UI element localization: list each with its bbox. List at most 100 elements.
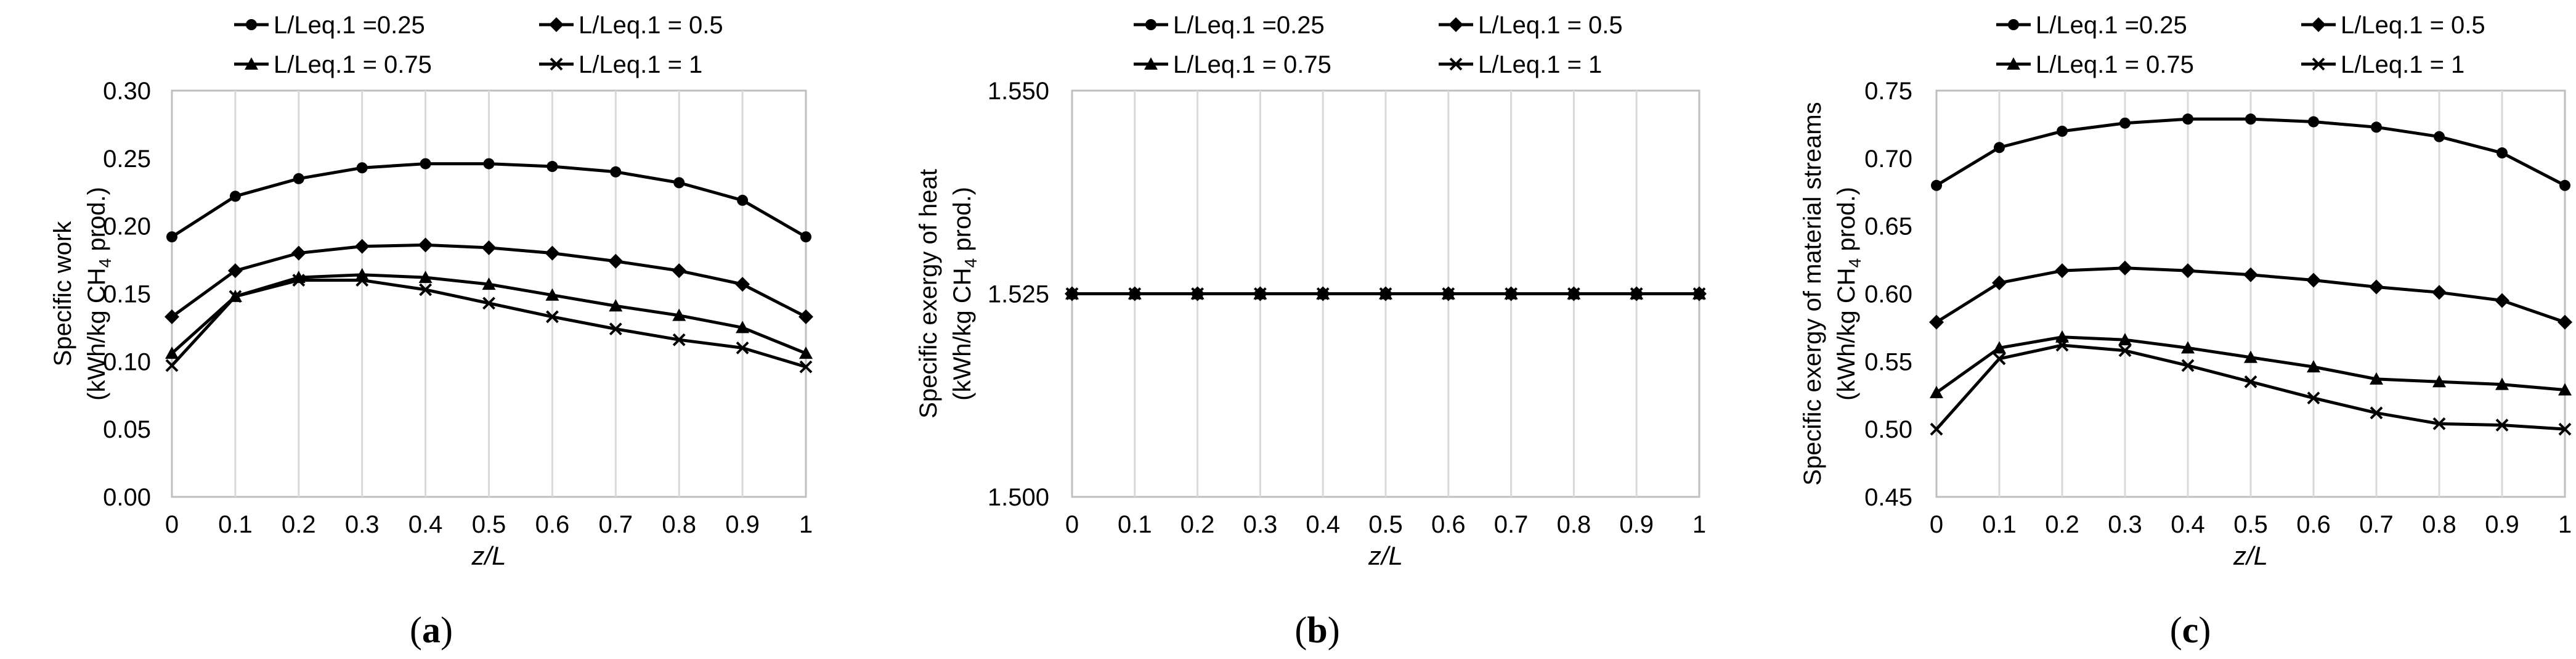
- data-point-x: [609, 322, 622, 336]
- y-axis-title-suffix: prod.): [949, 187, 976, 258]
- x-tick-label: 0.6: [535, 511, 570, 538]
- data-point-x: [2244, 375, 2257, 388]
- y-axis-title: Specific exergy of material streams (kWh/…: [1799, 102, 1864, 485]
- data-point-x: [1442, 287, 1455, 300]
- data-point-diamond: [165, 309, 179, 324]
- y-axis-title-line2: (kWh/kg CH: [1833, 268, 1860, 401]
- x-tick-label: 0.5: [2233, 511, 2268, 538]
- x-axis-title: z/L: [2233, 541, 2268, 570]
- x-tick-label: 0.4: [2171, 511, 2205, 538]
- data-point-triangle: [2244, 350, 2257, 363]
- legend-label: L/Leq.1 = 1: [579, 51, 702, 78]
- data-point-x: [2055, 338, 2069, 352]
- x-tick-label: 0.9: [1619, 511, 1654, 538]
- data-point-circle: [166, 231, 177, 243]
- y-tick-label: 0.10: [103, 348, 151, 375]
- data-point-diamond: [418, 237, 433, 253]
- legend-label: L/Leq.1 = 0.75: [274, 51, 432, 78]
- data-point-circle: [2308, 116, 2319, 128]
- legend-label: L/Leq.1 = 1: [1478, 51, 1602, 78]
- panel-caption: (b): [1294, 610, 1339, 650]
- x-tick-label: 0.9: [725, 511, 760, 538]
- legend-marker: [1145, 19, 1156, 30]
- data-point-circle: [2371, 121, 2382, 133]
- data-point-circle: [229, 190, 241, 202]
- legend-marker: [2312, 57, 2325, 71]
- data-point-diamond: [2369, 279, 2384, 295]
- data-point-diamond: [608, 253, 624, 269]
- data-point-triangle: [2432, 375, 2446, 388]
- data-point-triangle: [2055, 330, 2069, 343]
- data-point-x: [2558, 422, 2572, 436]
- data-point-diamond: [2243, 267, 2258, 282]
- y-axis-title-line1: Specific exergy of heat: [915, 169, 942, 419]
- data-point-triangle: [799, 346, 813, 359]
- y-axis-title: Specific work (kWh/kg CH4 prod.): [49, 187, 115, 401]
- data-point-x: [1630, 287, 1643, 300]
- y-tick-label: 0.75: [1864, 78, 1912, 105]
- data-point-x: [165, 359, 179, 372]
- caption-letter: b: [1307, 610, 1327, 650]
- data-point-x: [1567, 287, 1580, 300]
- legend-marker: [550, 57, 563, 71]
- data-point-circle: [483, 158, 495, 170]
- data-point-diamond: [354, 239, 370, 254]
- data-point-x: [799, 360, 813, 374]
- data-point-diamond: [2558, 314, 2572, 330]
- data-point-triangle: [482, 277, 496, 290]
- x-tick-label: 0.1: [1118, 511, 1152, 538]
- legend-marker: [2007, 57, 2020, 70]
- data-point-triangle: [2307, 360, 2320, 373]
- data-point-triangle: [1930, 385, 1943, 398]
- data-point-triangle: [545, 288, 559, 301]
- x-tick-label: 0.1: [1982, 511, 2017, 538]
- data-point-x: [2118, 344, 2132, 358]
- y-axis-title-subscript: 4: [961, 258, 980, 268]
- x-tick-label: 0: [1930, 511, 1943, 538]
- caption-open-paren: (: [410, 610, 422, 650]
- data-point-x: [419, 283, 433, 297]
- y-axis-title-line2: (kWh/kg CH: [949, 268, 976, 401]
- x-tick-label: 0.2: [282, 511, 316, 538]
- y-tick-label: 0.20: [103, 213, 151, 240]
- legend-marker: [1448, 17, 1463, 32]
- x-tick-label: 0.2: [1180, 511, 1215, 538]
- data-point-diamond: [672, 263, 687, 279]
- data-point-circle: [356, 162, 368, 174]
- y-tick-label: 0.65: [1864, 213, 1912, 240]
- data-point-diamond: [291, 245, 306, 261]
- y-axis-title-line1: Specific exergy of material streams: [1799, 102, 1826, 485]
- data-point-triangle: [2495, 377, 2509, 390]
- panel-caption: (a): [410, 610, 453, 650]
- legend-label: L/Leq.1 =0.25: [2036, 12, 2187, 39]
- legend-label: L/Leq.1 =0.25: [274, 12, 425, 39]
- legend-label: L/Leq.1 = 0.75: [2036, 51, 2194, 78]
- x-tick-label: 0.5: [1368, 511, 1403, 538]
- legend-label: L/Leq.1 =0.25: [1173, 12, 1325, 39]
- legend-marker: [246, 19, 257, 30]
- y-tick-label: 0.50: [1864, 416, 1912, 443]
- x-tick-label: 0.7: [1494, 511, 1529, 538]
- x-tick-label: 0.7: [2359, 511, 2394, 538]
- x-tick-label: 0.8: [1557, 511, 1591, 538]
- data-point-triangle: [609, 299, 623, 312]
- y-axis-title-suffix: prod.): [1833, 187, 1860, 258]
- y-tick-label: 1.550: [988, 78, 1049, 105]
- y-tick-label: 0.45: [1864, 484, 1912, 511]
- x-tick-label: 0.7: [598, 511, 633, 538]
- data-point-x: [1253, 287, 1267, 300]
- data-point-circle: [610, 166, 622, 178]
- data-point-x: [1316, 287, 1330, 300]
- x-tick-label: 0.2: [2045, 511, 2079, 538]
- data-point-diamond: [1929, 314, 1944, 330]
- data-point-circle: [737, 194, 749, 206]
- data-point-triangle: [1993, 341, 2006, 354]
- y-tick-label: 0.70: [1864, 145, 1912, 173]
- x-tick-label: 0: [1065, 511, 1079, 538]
- x-tick-label: 0.8: [662, 511, 696, 538]
- data-point-x: [2181, 359, 2195, 372]
- caption-close-paren: ): [2198, 610, 2211, 650]
- x-axis-title: z/L: [1368, 541, 1403, 570]
- data-point-circle: [2559, 179, 2570, 191]
- data-point-x: [2495, 419, 2509, 432]
